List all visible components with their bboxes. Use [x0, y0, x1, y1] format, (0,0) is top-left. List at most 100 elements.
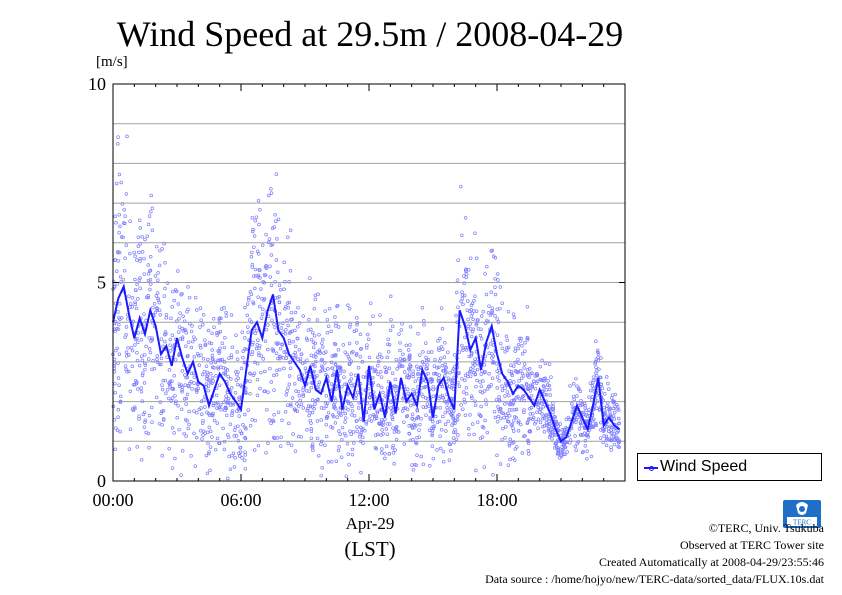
data-point [601, 440, 605, 445]
data-point [150, 338, 154, 342]
data-point [465, 308, 470, 312]
data-point [283, 331, 288, 336]
data-point [473, 372, 478, 376]
data-point [440, 363, 445, 368]
data-point [226, 476, 230, 481]
data-point [467, 354, 471, 359]
data-point [463, 400, 467, 404]
data-point [155, 306, 159, 310]
data-point [437, 378, 441, 383]
data-point [123, 214, 127, 218]
data-point [428, 464, 432, 468]
data-point [404, 343, 409, 348]
data-point [261, 307, 265, 312]
data-point [220, 357, 224, 362]
data-point [172, 374, 176, 378]
data-point [374, 433, 378, 437]
data-point [483, 272, 487, 276]
data-point [494, 361, 499, 366]
grid-lines [113, 123, 625, 442]
data-point [525, 421, 530, 425]
data-point [326, 367, 330, 371]
data-point [294, 389, 298, 393]
data-point [520, 344, 524, 348]
data-point [380, 355, 384, 360]
data-point [287, 280, 291, 284]
data-point [523, 340, 527, 345]
data-point [201, 418, 205, 423]
data-point [268, 366, 272, 371]
data-point [324, 434, 329, 439]
data-point [130, 305, 135, 309]
data-point [165, 281, 170, 285]
data-point [211, 403, 216, 408]
data-point [240, 431, 244, 436]
data-point [343, 350, 347, 354]
data-point [154, 294, 159, 298]
data-point [229, 313, 234, 317]
data-point [433, 358, 437, 362]
data-point [394, 357, 399, 362]
data-point [380, 428, 384, 432]
data-point [460, 233, 464, 238]
data-point [374, 446, 379, 451]
data-point [253, 286, 257, 291]
data-point [174, 289, 179, 294]
data-point [278, 354, 283, 359]
data-point [272, 388, 276, 392]
data-point [230, 411, 234, 415]
data-point [190, 387, 194, 391]
data-point [143, 363, 148, 367]
data-point [142, 322, 146, 326]
data-point [190, 324, 194, 328]
data-point [507, 414, 512, 418]
data-point [381, 432, 385, 436]
data-point [456, 258, 460, 262]
data-point [240, 456, 244, 460]
data-point [499, 341, 503, 346]
data-point [536, 426, 540, 430]
data-point [388, 294, 393, 299]
data-point [117, 250, 122, 255]
data-point [270, 318, 274, 322]
data-point [490, 376, 495, 380]
data-point [420, 360, 425, 364]
data-point [466, 268, 471, 272]
data-point [137, 218, 142, 222]
data-point [124, 192, 129, 196]
data-point [340, 425, 345, 430]
data-point [475, 420, 480, 424]
data-point [344, 474, 349, 478]
data-point [230, 409, 235, 413]
data-point [379, 451, 384, 455]
data-point [244, 347, 249, 352]
data-point [159, 411, 163, 415]
data-point [173, 401, 178, 406]
data-point [546, 379, 550, 383]
data-point [204, 364, 209, 368]
data-point [156, 298, 161, 302]
data-point [160, 247, 164, 251]
data-point [284, 328, 288, 332]
data-point [200, 421, 205, 425]
data-point [134, 306, 139, 311]
data-point [168, 383, 172, 387]
data-point [124, 367, 128, 372]
data-point [500, 388, 505, 393]
data-point [170, 305, 174, 309]
data-point [484, 402, 488, 407]
data-point [343, 416, 348, 420]
data-point [381, 390, 385, 395]
data-point [310, 362, 314, 367]
data-point [363, 429, 367, 433]
data-point [350, 452, 355, 457]
data-point [224, 310, 228, 315]
data-point [533, 387, 538, 391]
data-point [215, 421, 220, 425]
data-point [157, 263, 162, 268]
data-point [255, 393, 260, 398]
data-point [119, 180, 123, 185]
data-point [251, 227, 255, 232]
data-point [150, 228, 155, 233]
data-point [262, 389, 266, 394]
